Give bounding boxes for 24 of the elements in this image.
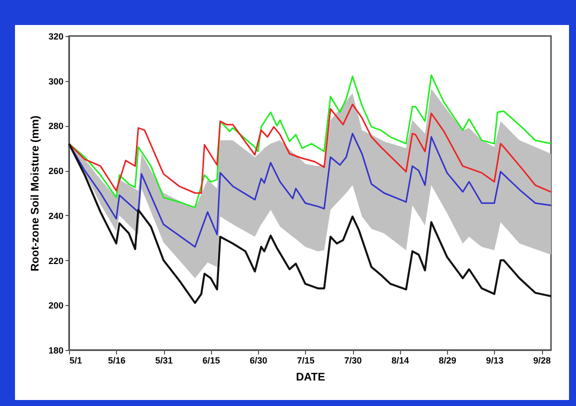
- y-tick-label: 320: [48, 32, 64, 42]
- x-tick-label: 6/30: [250, 356, 268, 366]
- x-axis-title: DATE: [296, 372, 326, 384]
- x-tick-label: 5/1: [70, 356, 82, 366]
- x-tick-label: 7/30: [344, 356, 362, 366]
- y-tick-label: 200: [48, 300, 64, 311]
- x-tick-label: 7/15: [297, 356, 315, 366]
- y-tick-label: 280: [48, 121, 64, 132]
- y-tick-label: 180: [48, 346, 64, 356]
- y-tick-label: 300: [48, 76, 64, 86]
- x-tick-label: 9/13: [486, 356, 504, 366]
- x-tick-label: 5/16: [108, 356, 126, 366]
- x-tick-label: 8/29: [438, 356, 456, 366]
- line-series: [68, 104, 552, 194]
- line-series: [68, 142, 552, 304]
- y-axis-title: Root-zone Soil Moisture (mm): [29, 115, 42, 272]
- x-tick-label: 8/14: [392, 356, 410, 366]
- x-tick-label: 5/31: [155, 356, 173, 366]
- x-tick-label: 6/15: [202, 356, 220, 366]
- line-series: [68, 74, 552, 208]
- y-tick-label: 260: [48, 166, 64, 176]
- x-tick-label: 9/28: [533, 356, 551, 366]
- y-tick-label: 220: [48, 256, 64, 266]
- y-tick-label: 240: [48, 210, 64, 221]
